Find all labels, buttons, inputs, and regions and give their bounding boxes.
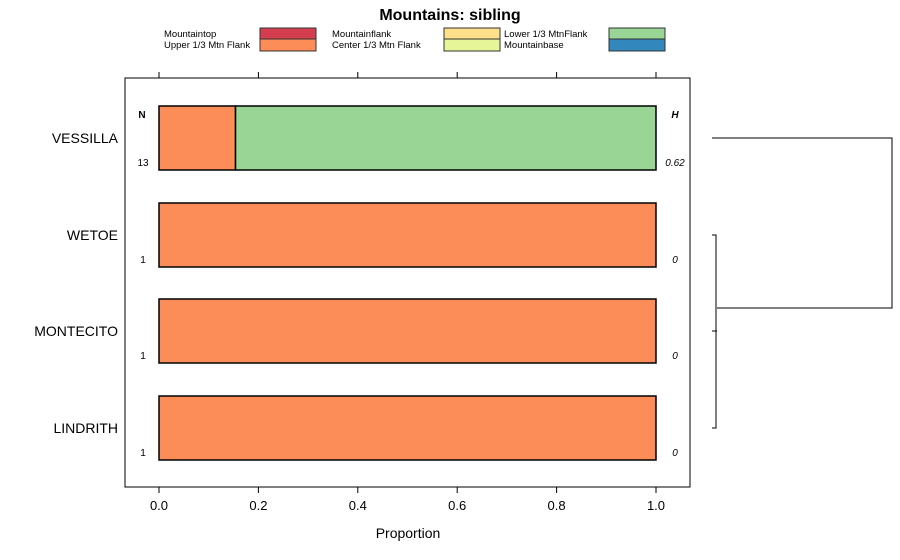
bar-row: MONTECITO 1 0 <box>34 298 678 364</box>
x-axis-label: Proportion <box>376 525 441 541</box>
h-header: H <box>671 110 679 121</box>
h-value: 0 <box>672 351 678 362</box>
legend-label: Mountainflank <box>332 29 391 40</box>
n-header: N <box>138 110 145 121</box>
category-label: WETOE <box>67 227 118 243</box>
h-value: 0 <box>672 448 678 459</box>
x-tick-label: 0.8 <box>548 498 566 513</box>
legend-swatch <box>608 27 666 41</box>
x-tick-label: 0.2 <box>249 498 267 513</box>
category-label: LINDRITH <box>53 420 118 436</box>
bar-row: WETOE 1 0 <box>67 202 678 268</box>
dendrogram-branch-vessilla <box>712 137 893 309</box>
x-tick-label: 1.0 <box>647 498 665 513</box>
x-axis: 0.0 0.2 0.4 0.6 0.8 1.0 <box>150 72 665 513</box>
legend-swatch <box>608 38 666 52</box>
n-value: 1 <box>140 448 146 459</box>
legend-swatch <box>443 27 501 41</box>
legend-swatch <box>259 27 317 41</box>
dendrogram-cluster <box>712 234 717 429</box>
legend-swatch <box>443 38 501 52</box>
h-value: 0.62 <box>665 158 685 169</box>
legend-label: Mountaintop <box>164 29 216 40</box>
n-value: 1 <box>140 351 146 362</box>
category-label: VESSILLA <box>52 130 119 146</box>
category-label: MONTECITO <box>34 323 118 339</box>
bar-segment <box>158 105 237 171</box>
bar-segment <box>234 105 657 171</box>
x-tick-label: 0.0 <box>150 498 168 513</box>
x-tick-label: 0.4 <box>349 498 367 513</box>
x-tick-label: 0.6 <box>448 498 466 513</box>
dendrogram <box>712 137 893 429</box>
legend-label: Mountainbase <box>504 40 564 51</box>
bar-segment <box>158 202 657 268</box>
bar-row: VESSILLA 13 0.62 <box>52 105 685 171</box>
n-value: 1 <box>140 255 146 266</box>
legend-label: Upper 1/3 Mtn Flank <box>164 40 250 51</box>
legend-label: Lower 1/3 MtnFlank <box>504 29 588 40</box>
h-value: 0 <box>672 255 678 266</box>
chart-title: Mountains: sibling <box>379 7 520 24</box>
legend-label: Center 1/3 Mtn Flank <box>332 40 421 51</box>
legend-swatch <box>259 38 317 52</box>
bar-segment <box>158 298 657 364</box>
plot-frame <box>124 77 691 488</box>
n-value: 13 <box>137 158 149 169</box>
bar-row: LINDRITH 1 0 <box>53 395 678 461</box>
bar-segment <box>158 395 657 461</box>
